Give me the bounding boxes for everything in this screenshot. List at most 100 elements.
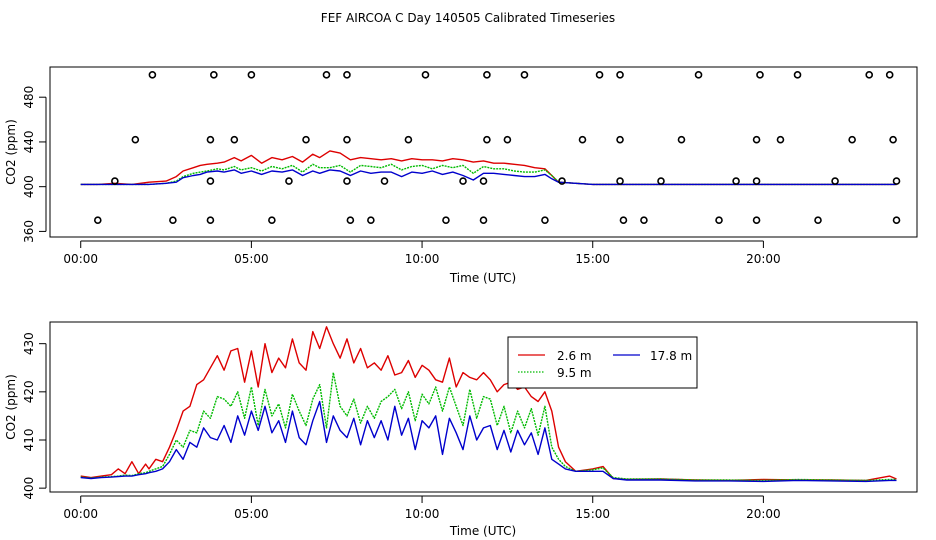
flag-point [483,71,491,79]
flag-point [404,135,413,144]
top-y-tick-label: 440 [22,130,36,153]
flag-point [343,71,351,79]
flag-point [206,135,215,144]
flag-point [268,216,276,225]
bottom-y-tick-label: 430 [22,332,36,355]
bottom-series-line-2-6-m [80,326,897,482]
flag-point [93,216,102,225]
flag-point [380,177,389,185]
flag-point [206,177,215,185]
flag-point [892,177,901,185]
flag-point [442,216,450,225]
legend-label-17-8m: 17.8 m [650,349,692,363]
top-x-tick-label: 05:00 [234,252,269,266]
bottom-y-tick-label: 400 [22,477,36,500]
flag-point [848,135,856,144]
flag-point [520,71,529,79]
flag-point [616,177,624,185]
bottom-x-axis: 00:00 05:00 10:00 15:00 20:00 [63,495,781,521]
top-plot-frame [49,66,918,238]
flag-point [210,71,218,79]
bottom-series-line-9-5-m [80,371,897,482]
bottom-panel: 00:00 05:00 10:00 15:00 20:00 400 410 420 430 T… [4,321,918,538]
flag-point [616,71,624,79]
flag-point [885,71,894,79]
bottom-y-axis-label: CO2 (ppm) [4,374,18,440]
legend: 2.6 m 9.5 m 17.8 m [507,336,698,389]
flag-point [865,71,874,79]
top-x-tick-label: 15:00 [575,252,610,266]
top-panel: 00:00 05:00 10:00 15:00 20:00 360 400 440 480 T… [4,66,918,285]
flag-point [459,177,467,185]
flag-point [503,135,512,144]
bottom-x-tick-label: 00:00 [63,507,98,521]
top-flag-points [93,71,901,225]
flag-point [752,216,761,225]
bottom-x-tick-label: 10:00 [405,507,440,521]
top-x-axis: 00:00 05:00 10:00 15:00 20:00 [63,240,781,266]
flag-point [169,216,177,225]
flag-point [541,216,549,225]
flag-point [479,177,488,185]
flag-point [578,135,587,144]
flag-point [752,177,761,185]
flag-point [558,177,566,185]
flag-point [892,216,901,225]
bottom-y-axis: 400 410 420 430 [22,332,47,500]
flag-point [206,216,215,225]
flag-point [131,135,140,144]
flag-point [483,135,491,144]
bottom-x-tick-label: 20:00 [746,507,781,521]
flag-point [616,135,624,144]
flag-point [889,135,897,144]
flag-point [657,177,665,185]
flag-point [793,71,802,79]
bottom-x-axis-label: Time (UTC) [449,524,516,538]
flag-point [285,177,293,185]
flag-point [776,135,785,144]
bottom-x-tick-label: 15:00 [575,507,610,521]
top-series-line-17-8-m [80,169,897,186]
flag-point [148,71,157,79]
bottom-y-tick-label: 410 [22,429,36,452]
flag-point [732,177,740,185]
flag-point [640,216,648,225]
flag-point [694,71,703,79]
flag-point [343,135,351,144]
bottom-plot-frame [49,321,918,493]
chart-title: FEF AIRCOA C Day 140505 Calibrated Times… [321,11,615,25]
top-series-line-2-6-m [80,150,897,186]
flag-point [479,216,488,225]
top-y-axis-label: CO2 (ppm) [4,119,18,185]
flag-point [247,71,256,79]
flag-point [595,71,604,79]
top-x-axis-label: Time (UTC) [449,271,516,285]
flag-point [346,216,355,225]
flag-point [302,135,310,144]
flag-point [814,216,822,225]
flag-point [111,177,119,185]
flag-point [230,135,239,144]
top-y-tick-label: 480 [22,86,36,109]
flag-point [619,216,628,225]
top-x-tick-label: 00:00 [63,252,98,266]
flag-point [343,177,351,185]
legend-label-2-6m: 2.6 m [557,349,592,363]
top-x-tick-label: 10:00 [405,252,440,266]
flag-point [756,71,764,79]
bottom-series-line-17-8-m [80,400,897,483]
flag-point [677,135,686,144]
flag-point [322,71,331,79]
top-x-tick-label: 20:00 [746,252,781,266]
flag-point [715,216,723,225]
flag-point [831,177,839,185]
bottom-series [80,326,897,483]
flag-point [421,71,430,79]
bottom-x-tick-label: 05:00 [234,507,269,521]
top-series [80,150,897,186]
top-y-tick-label: 360 [22,220,36,243]
top-y-tick-label: 400 [22,175,36,198]
top-y-axis: 360 400 440 480 [22,86,47,243]
flag-point [367,216,375,225]
